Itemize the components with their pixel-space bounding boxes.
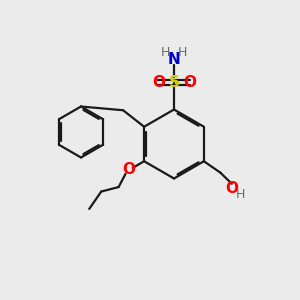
Text: O: O xyxy=(152,75,165,90)
Text: H: H xyxy=(236,188,245,201)
Text: N: N xyxy=(168,52,180,67)
Text: S: S xyxy=(169,75,179,90)
Text: O: O xyxy=(183,75,196,90)
Text: O: O xyxy=(225,181,238,196)
Text: H: H xyxy=(161,46,170,59)
Text: O: O xyxy=(123,162,136,177)
Text: H: H xyxy=(178,46,187,59)
